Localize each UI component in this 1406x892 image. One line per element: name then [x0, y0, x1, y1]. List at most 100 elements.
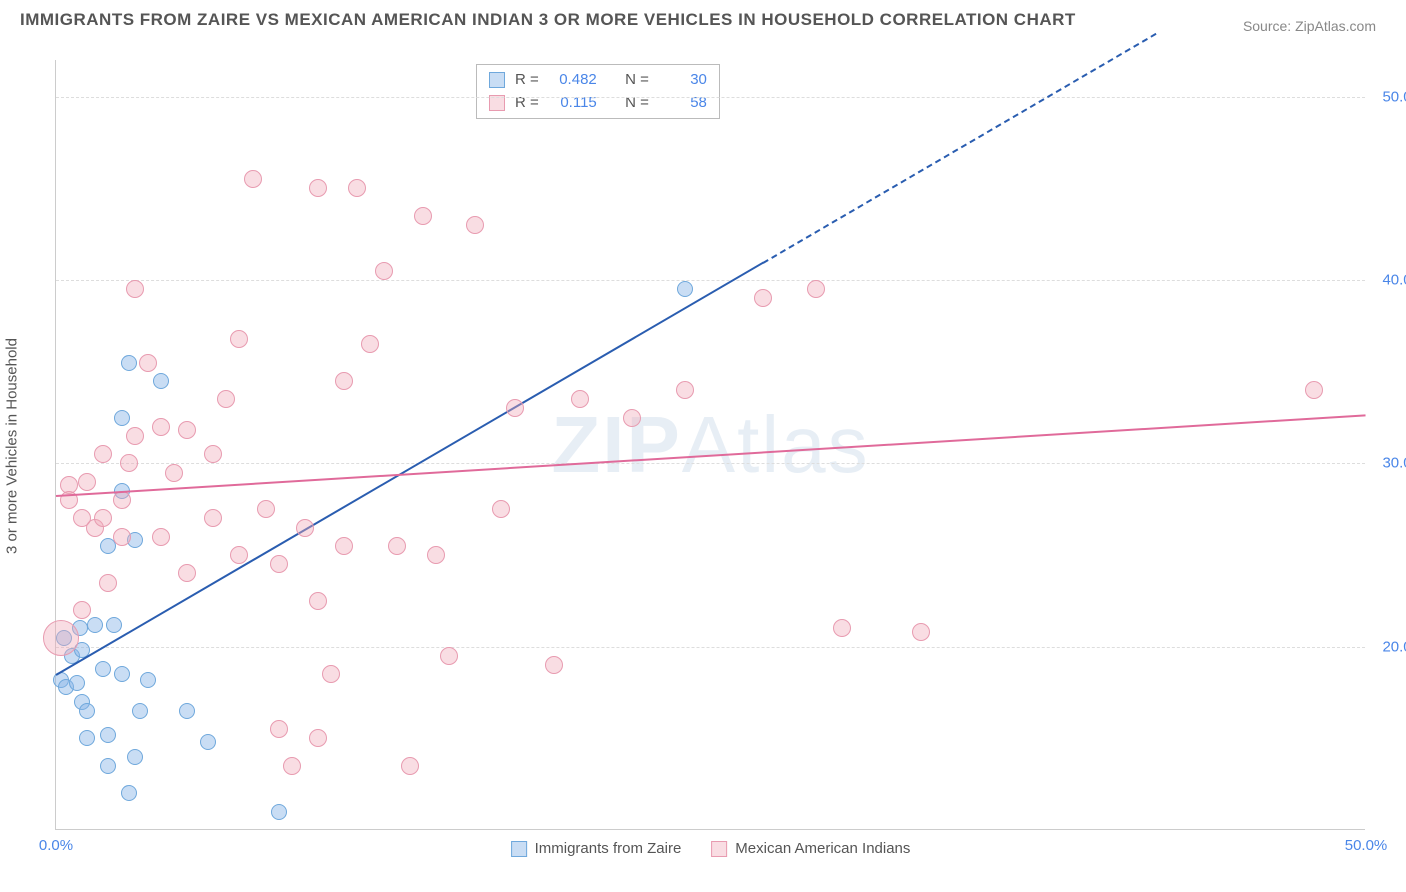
trend-line — [55, 262, 763, 676]
data-point — [95, 661, 111, 677]
data-point — [283, 757, 301, 775]
data-point — [309, 179, 327, 197]
source-attribution: Source: ZipAtlas.com — [1243, 18, 1376, 34]
data-point — [388, 537, 406, 555]
data-point — [335, 372, 353, 390]
data-point — [322, 665, 340, 683]
data-point — [114, 410, 130, 426]
trend-line — [56, 414, 1366, 497]
data-point — [348, 179, 366, 197]
data-point — [132, 703, 148, 719]
plot-area: ZIPAtlas R =0.482 N =30R =0.115 N =58 Im… — [55, 60, 1365, 830]
data-point — [414, 207, 432, 225]
n-label: N = — [625, 92, 649, 115]
data-point — [121, 785, 137, 801]
data-point — [270, 720, 288, 738]
data-point — [106, 617, 122, 633]
legend-swatch — [489, 72, 505, 88]
data-point — [204, 509, 222, 527]
data-point — [571, 390, 589, 408]
data-point — [100, 727, 116, 743]
data-point — [152, 418, 170, 436]
chart-title: IMMIGRANTS FROM ZAIRE VS MEXICAN AMERICA… — [20, 10, 1076, 30]
legend-swatch — [711, 841, 727, 857]
data-point — [506, 399, 524, 417]
data-point — [120, 454, 138, 472]
data-point — [912, 623, 930, 641]
data-point — [335, 537, 353, 555]
gridline — [56, 97, 1365, 98]
data-point — [140, 672, 156, 688]
data-point — [127, 749, 143, 765]
data-point — [833, 619, 851, 637]
data-point — [271, 804, 287, 820]
legend-item: Immigrants from Zaire — [511, 840, 682, 857]
gridline — [56, 463, 1365, 464]
data-point — [73, 509, 91, 527]
stat-legend: R =0.482 N =30R =0.115 N =58 — [476, 64, 720, 119]
data-point — [152, 528, 170, 546]
r-label: R = — [515, 69, 539, 92]
gridline — [56, 280, 1365, 281]
data-point — [200, 734, 216, 750]
data-point — [94, 509, 112, 527]
data-point — [113, 491, 131, 509]
data-point — [178, 421, 196, 439]
legend-swatch — [511, 841, 527, 857]
data-point — [114, 666, 130, 682]
data-point — [230, 546, 248, 564]
xtick-label: 0.0% — [39, 837, 73, 854]
xtick-label: 50.0% — [1345, 837, 1388, 854]
r-label: R = — [515, 92, 539, 115]
data-point — [270, 555, 288, 573]
stat-legend-row: R =0.115 N =58 — [489, 92, 707, 115]
data-point — [204, 445, 222, 463]
data-point — [43, 620, 79, 656]
data-point — [466, 216, 484, 234]
n-value: 30 — [659, 69, 707, 92]
trend-line-extrapolated — [763, 33, 1157, 264]
data-point — [244, 170, 262, 188]
data-point — [807, 280, 825, 298]
legend-label: Immigrants from Zaire — [535, 840, 682, 857]
data-point — [677, 281, 693, 297]
data-point — [440, 647, 458, 665]
data-point — [79, 730, 95, 746]
data-point — [165, 464, 183, 482]
ytick-label: 20.0% — [1370, 638, 1406, 655]
data-point — [361, 335, 379, 353]
data-point — [78, 473, 96, 491]
data-point — [1305, 381, 1323, 399]
data-point — [676, 381, 694, 399]
data-point — [178, 564, 196, 582]
data-point — [153, 373, 169, 389]
n-value: 58 — [659, 92, 707, 115]
data-point — [257, 500, 275, 518]
data-point — [623, 409, 641, 427]
stat-legend-row: R = 0.482 N = 30 — [489, 69, 707, 92]
data-point — [230, 330, 248, 348]
gridline — [56, 647, 1365, 648]
data-point — [309, 592, 327, 610]
y-axis-label: 3 or more Vehicles in Household — [4, 338, 21, 554]
data-point — [139, 354, 157, 372]
data-point — [99, 574, 117, 592]
data-point — [121, 355, 137, 371]
legend-label: Mexican American Indians — [735, 840, 910, 857]
watermark: ZIPAtlas — [551, 399, 869, 491]
data-point — [492, 500, 510, 518]
data-point — [217, 390, 235, 408]
r-value: 0.482 — [549, 69, 597, 92]
data-point — [296, 519, 314, 537]
data-point — [69, 675, 85, 691]
ytick-label: 30.0% — [1370, 455, 1406, 472]
data-point — [126, 280, 144, 298]
data-point — [375, 262, 393, 280]
data-point — [179, 703, 195, 719]
series-legend: Immigrants from Zaire Mexican American In… — [511, 840, 911, 857]
data-point — [94, 445, 112, 463]
n-label: N = — [625, 69, 649, 92]
data-point — [545, 656, 563, 674]
data-point — [754, 289, 772, 307]
data-point — [126, 427, 144, 445]
